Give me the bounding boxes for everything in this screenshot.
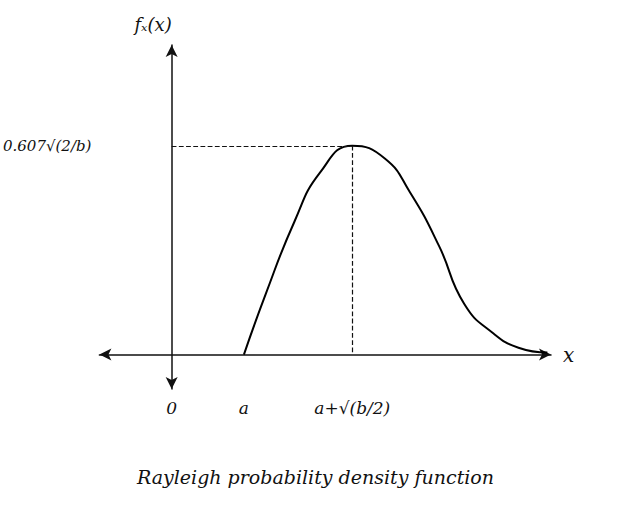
svg-text:a: a	[239, 398, 249, 418]
svg-text:a+√(b/2): a+√(b/2)	[314, 398, 390, 418]
svg-text:0: 0	[166, 398, 177, 418]
svg-text:0.607√(2/b): 0.607√(2/b)	[3, 137, 92, 155]
svg-text:Rayleigh probability density f: Rayleigh probability density function	[136, 466, 494, 488]
svg-text:fₓ(x): fₓ(x)	[132, 14, 171, 35]
svg-text:x: x	[563, 343, 574, 367]
